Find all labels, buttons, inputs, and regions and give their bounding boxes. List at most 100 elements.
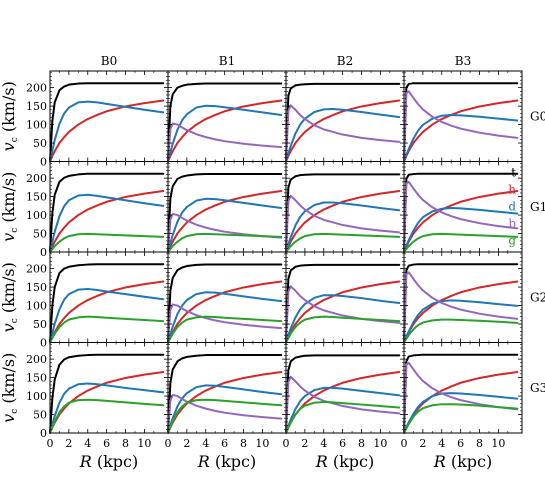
series-line-b — [167, 212, 283, 253]
row-title-G3: G3 — [530, 381, 545, 395]
series-line-t — [49, 263, 165, 344]
y-tick-label: 150 — [26, 100, 47, 113]
y-axis-label-symbol: v — [0, 414, 18, 423]
series-line-g — [167, 232, 283, 253]
y-axis-label-unit: (km/s) — [0, 81, 18, 137]
series-line-g — [285, 400, 401, 434]
y-tick-label: 200 — [26, 172, 47, 185]
x-tick-label: 2 — [65, 437, 72, 450]
y-axis-label: vc (km/s) — [0, 353, 20, 423]
y-tick-label: 200 — [26, 263, 47, 276]
panel-G0-B1 — [167, 70, 287, 163]
y-tick-label: 100 — [26, 209, 47, 222]
x-tick-label: 8 — [240, 437, 247, 450]
series-line-b — [403, 180, 519, 253]
x-tick-label: 4 — [438, 437, 445, 450]
panel-G3-B0 — [49, 342, 169, 434]
panel-G2-B2 — [285, 251, 405, 344]
y-tick-label: 0 — [40, 246, 47, 259]
y-tick-label: 150 — [26, 281, 47, 294]
series-line-g — [403, 318, 519, 344]
series-line-d — [167, 384, 283, 434]
y-tick-label: 50 — [33, 318, 47, 331]
series-line-d — [167, 104, 283, 163]
y-axis-label-unit: (km/s) — [0, 353, 18, 409]
series-line-h — [167, 99, 283, 163]
y-tick-label: 200 — [26, 82, 47, 95]
series-line-t — [167, 173, 283, 253]
series-line-b — [285, 104, 401, 163]
series-line-t — [403, 172, 519, 253]
column-title-B1: B1 — [219, 54, 235, 68]
series-line-g — [403, 232, 519, 253]
x-axis-label-symbol: R — [433, 452, 446, 471]
series-line-g — [49, 232, 165, 253]
series-line-b — [167, 393, 283, 434]
series-line-g — [49, 398, 165, 434]
legend-label-d: d — [508, 200, 516, 214]
x-axis-label-symbol: R — [315, 452, 328, 471]
x-tick-label: 6 — [339, 437, 346, 450]
x-tick-label: 6 — [103, 437, 110, 450]
x-axis-label: R (kpc) — [433, 452, 493, 471]
y-tick-label: 0 — [40, 156, 47, 169]
series-line-b — [403, 271, 519, 344]
series-line-d — [49, 382, 165, 434]
series-line-t — [49, 353, 165, 434]
series-line-d — [49, 287, 165, 344]
row-title-G0: G0 — [530, 109, 545, 123]
series-line-d — [403, 207, 519, 253]
panels-layer — [49, 70, 523, 434]
legend-label-h: h — [508, 183, 516, 197]
x-tick-label: 4 — [320, 437, 327, 450]
y-axis-label: vc (km/s) — [0, 262, 20, 332]
panel-frame — [403, 161, 523, 253]
legend-label-b: b — [508, 217, 516, 231]
series-line-h — [403, 99, 519, 163]
x-axis-label: R (kpc) — [315, 452, 375, 471]
series-line-t — [403, 263, 519, 344]
series-line-h — [49, 190, 165, 253]
series-line-b — [403, 361, 519, 434]
panel-frame — [403, 342, 523, 434]
y-axis-label-subscript: c — [10, 228, 20, 233]
series-line-b — [167, 303, 283, 344]
x-axis-label-unit: (kpc) — [328, 452, 374, 471]
series-line-t — [285, 173, 401, 253]
series-line-h — [167, 280, 283, 344]
series-line-b — [403, 90, 519, 163]
series-line-h — [285, 280, 401, 344]
x-tick-label: 6 — [457, 437, 464, 450]
panel-G1-B3 — [403, 161, 523, 253]
y-axis-label-subscript: c — [10, 137, 20, 142]
series-line-t — [167, 354, 283, 434]
row-title-G2: G2 — [530, 290, 545, 304]
y-tick-label: 200 — [26, 353, 47, 366]
y-tick-label: 50 — [33, 228, 47, 241]
panel-G2-B0 — [49, 251, 169, 344]
x-tick-label: 8 — [476, 437, 483, 450]
y-axis-label-unit: (km/s) — [0, 172, 18, 228]
series-line-t — [403, 82, 519, 163]
column-title-B3: B3 — [455, 54, 471, 68]
y-axis-label-subscript: c — [10, 318, 20, 323]
series-line-g — [167, 398, 283, 434]
y-tick-label: 150 — [26, 372, 47, 385]
series-line-t — [285, 354, 401, 434]
panel-G0-B2 — [285, 70, 405, 163]
series-line-t — [167, 263, 283, 344]
panel-frame — [403, 251, 523, 343]
x-tick-label: 0 — [47, 437, 54, 450]
x-tick-label: 0 — [283, 437, 290, 450]
panel-G0-B3 — [403, 70, 523, 163]
x-axis-label: R (kpc) — [197, 452, 257, 471]
y-axis-label-symbol: v — [0, 142, 18, 151]
x-tick-label: 10 — [255, 437, 269, 450]
y-axis-label: vc (km/s) — [0, 81, 20, 151]
series-line-d — [167, 291, 283, 344]
series-line-g — [403, 403, 519, 434]
y-axis-label-subscript: c — [10, 409, 20, 414]
y-tick-label: 100 — [26, 119, 47, 132]
series-line-d — [49, 193, 165, 253]
